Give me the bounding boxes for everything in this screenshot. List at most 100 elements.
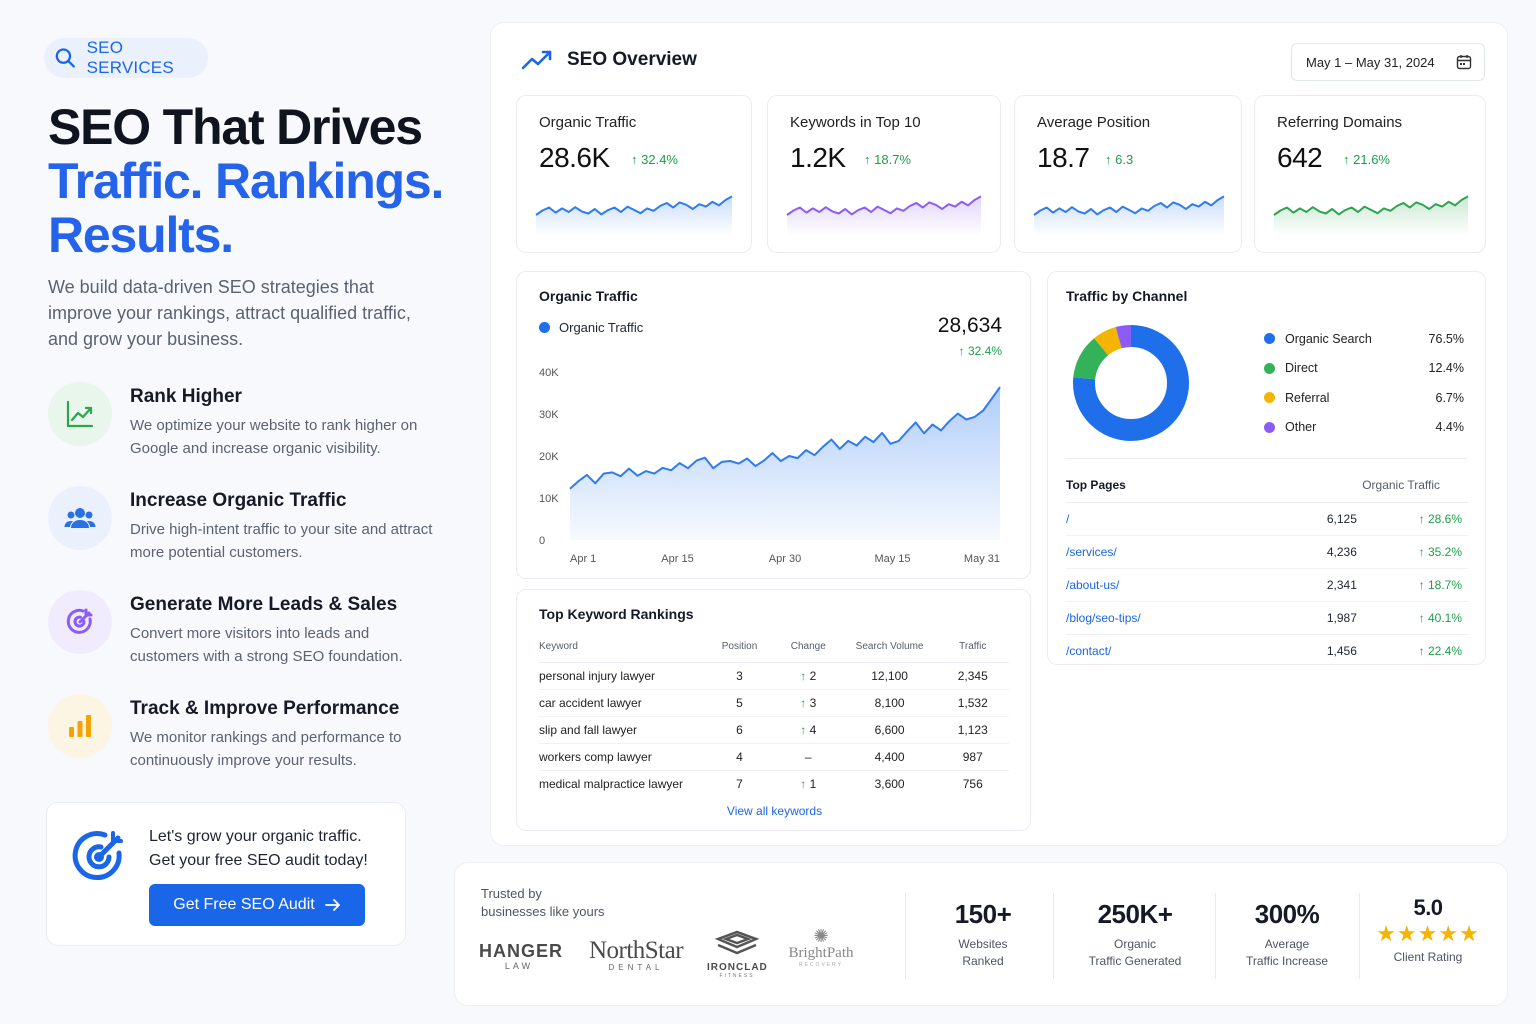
keyword-row[interactable]: car accident lawyer 5 ↑ 3 8,100 1,532 xyxy=(539,689,1009,717)
keyword-cell-value: medical malpractice lawyer xyxy=(539,776,684,791)
traffic-point xyxy=(753,464,757,468)
traffic-point xyxy=(981,408,985,412)
traffic-point xyxy=(593,481,597,485)
traffic-point xyxy=(930,422,934,426)
card-title: Top Keyword Rankings xyxy=(539,606,694,622)
arrow-right-icon xyxy=(324,899,340,911)
users-icon xyxy=(48,486,112,550)
view-all-keywords-link[interactable]: View all keywords xyxy=(517,804,1032,818)
arrow-up-icon: ↑ xyxy=(800,668,810,683)
search-volume-cell-value: 12,100 xyxy=(871,668,908,683)
page-link[interactable]: /services/ xyxy=(1066,535,1268,569)
hero-heading: SEO That Drives Traffic. Rankings. Resul… xyxy=(48,100,468,262)
position-cell-value: 6 xyxy=(736,722,743,737)
date-range-value: May 1 – May 31, 2024 xyxy=(1306,54,1435,70)
x-tick-label: Apr 15 xyxy=(661,553,693,565)
keyword-row[interactable]: workers comp lawyer 4 – 4,400 987 xyxy=(539,743,1009,771)
sparkline-line xyxy=(1033,195,1225,216)
date-range-picker[interactable]: May 1 – May 31, 2024 xyxy=(1291,43,1485,81)
traffic-delta-value: 32.4% xyxy=(967,344,1002,358)
page-link[interactable]: /blog/seo-tips/ xyxy=(1066,601,1268,635)
feature-title: Rank Higher xyxy=(130,386,242,407)
cta-card: Let's grow your organic traffic. Get you… xyxy=(46,802,406,946)
kpi-delta: ↑ 18.7% xyxy=(864,152,911,167)
page-path: /contact/ xyxy=(1066,643,1112,658)
traffic-cell: 756 xyxy=(937,770,1009,797)
logo-brightpath-recovery: ✺ BrightPath RECOVERY xyxy=(783,927,859,968)
top-pages-table: Top Pages Organic Traffic /6,125 ↑ 28.6% /… xyxy=(1066,468,1468,667)
page-traffic-value: 1,456 xyxy=(1326,643,1357,658)
kpi-sparkline xyxy=(786,195,982,236)
keyword-cell: personal injury lawyer xyxy=(539,662,706,690)
traffic-point xyxy=(787,454,791,458)
page-delta-value: 18.7% xyxy=(1427,577,1462,592)
kpi-value: 28.6K xyxy=(539,142,610,173)
page-traffic: 4,236 xyxy=(1268,535,1357,569)
traffic-point xyxy=(812,453,816,457)
traffic-point xyxy=(728,459,732,463)
traffic-cell: 2,345 xyxy=(936,662,1009,690)
keyword-row[interactable]: personal injury lawyer 3 ↑ 2 12,100 2,345 xyxy=(539,662,1009,690)
y-tick-label: 40K xyxy=(539,367,559,379)
page-link[interactable]: /contact/ xyxy=(1066,634,1268,667)
search-volume-cell: 6,600 xyxy=(842,716,937,744)
traffic-point xyxy=(854,443,858,447)
arrow-up-icon: ↑ xyxy=(800,722,810,737)
channel-name: Organic Search xyxy=(1285,331,1372,346)
feature-title: Increase Organic Traffic xyxy=(130,490,347,511)
divider xyxy=(1359,893,1360,979)
free-audit-button[interactable]: Get Free SEO Audit xyxy=(149,884,365,926)
page-delta-value: 40.1% xyxy=(1427,610,1462,625)
stat-label: Client Rating xyxy=(1393,950,1463,964)
sun-icon: ✺ xyxy=(813,926,829,946)
keyword-row[interactable]: medical malpractice lawyer 7 ↑ 1 3,600 756 xyxy=(539,770,1009,797)
traffic-line xyxy=(569,386,1001,490)
seo-overview-panel: SEO Overview May 1 – May 31, 2024 Organi… xyxy=(490,22,1508,846)
search-volume-cell: 8,100 xyxy=(842,689,937,717)
keyword-cell: workers comp lawyer xyxy=(539,743,706,771)
keyword-cell: slip and fall lawyer xyxy=(539,716,706,744)
organic-traffic-chart: 0 10K 20K 30K 40K Apr 1 Apr 15 Apr 30 May 15 May … xyxy=(539,367,1001,565)
traffic-cell-value: 2,345 xyxy=(957,668,988,683)
search-volume-cell-value: 6,600 xyxy=(874,722,905,737)
channel-donut-chart xyxy=(1073,325,1189,441)
traffic-point xyxy=(686,466,690,470)
kpi-organic-traffic: Organic Traffic 28.6K ↑ 32.4% xyxy=(516,95,752,253)
position-cell-value: 4 xyxy=(736,749,743,764)
traffic-point xyxy=(829,437,833,441)
top-page-row[interactable]: / 6,125 ↑ 28.6% xyxy=(1066,502,1468,536)
search-volume-cell-value: 4,400 xyxy=(874,749,905,764)
legend-dot xyxy=(1264,333,1275,345)
page-link[interactable]: /about-us/ xyxy=(1066,568,1268,602)
page-delta: ↑ 18.7% xyxy=(1356,568,1468,602)
sparkline-line xyxy=(535,195,733,216)
traffic-cell: 1,123 xyxy=(936,716,1009,744)
search-volume-cell-value: 3,600 xyxy=(874,776,905,791)
top-page-row[interactable]: /about-us/2,341 ↑ 18.7% xyxy=(1066,568,1468,602)
top-page-row[interactable]: /contact/1,456 ↑ 22.4% xyxy=(1066,634,1468,667)
position-cell-value: 7 xyxy=(736,776,743,791)
bar-chart-icon xyxy=(48,694,112,758)
divider xyxy=(1066,458,1467,459)
page-path: /about-us/ xyxy=(1066,577,1120,592)
traffic-area xyxy=(570,387,1000,540)
position-cell: 5 xyxy=(705,689,774,717)
stat-traffic-increase: 300% Average Traffic Increase xyxy=(1221,899,1353,970)
kpi-value: 18.7 xyxy=(1037,142,1090,173)
legend-dot xyxy=(1264,362,1275,374)
top-page-row[interactable]: /blog/seo-tips/1,987 ↑ 40.1% xyxy=(1066,601,1468,635)
top-page-row[interactable]: /services/4,236 ↑ 35.2% xyxy=(1066,535,1468,569)
traffic-point xyxy=(804,448,808,452)
traffic-point xyxy=(795,456,799,460)
x-tick-label: Apr 30 xyxy=(769,553,801,565)
logo-northstar-dental: NorthStar DENTAL xyxy=(583,937,689,972)
top-pages-body: /6,125 ↑ 28.6%/services/4,236 ↑ 35.2%/abou… xyxy=(1066,502,1468,667)
page-link[interactable]: / xyxy=(1066,502,1268,536)
keyword-row[interactable]: slip and fall lawyer 6 ↑ 4 6,600 1,123 xyxy=(539,716,1009,744)
legend-dot xyxy=(1264,392,1275,404)
arrow-up-icon: ↑ xyxy=(800,776,810,791)
traffic-point xyxy=(871,440,875,444)
keyword-cell: medical malpractice lawyer xyxy=(539,770,705,797)
traffic-cell-value: 756 xyxy=(962,776,983,791)
traffic-point xyxy=(585,473,589,477)
